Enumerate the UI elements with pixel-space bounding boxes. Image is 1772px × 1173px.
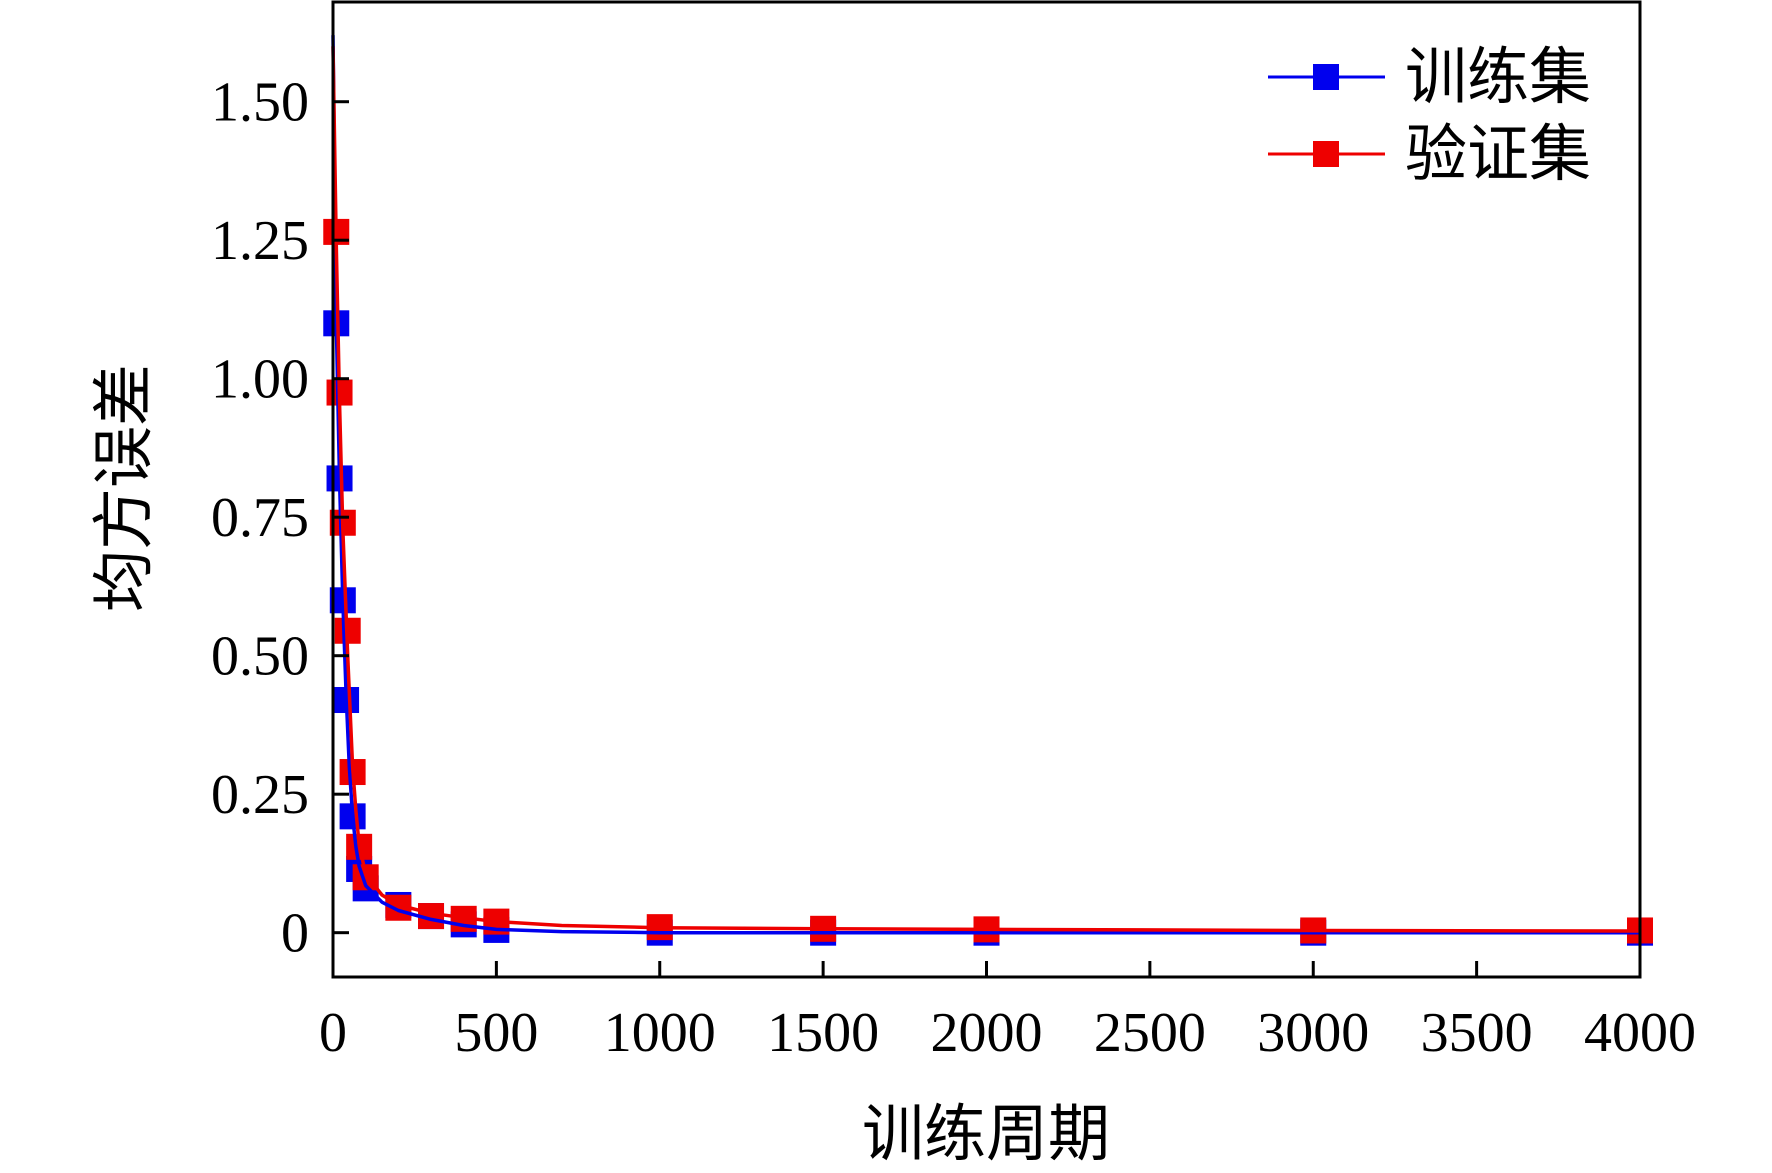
y-tick-label: 1.00 [211, 349, 309, 411]
y-tick-label: 0.50 [211, 626, 309, 688]
legend-marker-validation [1313, 141, 1339, 167]
x-tick-label: 1500 [767, 1002, 879, 1064]
ticks-layer: 0 500 1000 1500 2000 2500 3000 3500 4000 0 0.25 0.5… [211, 72, 1696, 1064]
series-layer [323, 35, 1653, 946]
x-tick-label: 3000 [1257, 1002, 1369, 1064]
x-tick-label: 4000 [1584, 1002, 1696, 1064]
series-line-validation [331, 46, 1641, 933]
x-tick-label: 500 [454, 1002, 538, 1064]
y-tick-label: 1.25 [211, 210, 309, 272]
series-line-train [331, 35, 1640, 935]
legend-marker-train [1313, 64, 1339, 90]
x-tick-label: 1000 [604, 1002, 716, 1064]
x-axis-title: 训练周期 [862, 1101, 1110, 1168]
legend-label-train: 训练集 [1405, 44, 1591, 112]
y-tick-label: 0.75 [211, 487, 309, 549]
y-tick-label: 0 [281, 903, 309, 965]
series-validation [323, 218, 1653, 944]
x-tick-label: 3500 [1421, 1002, 1533, 1064]
x-tick-label: 0 [319, 1002, 347, 1064]
series-train [323, 310, 1653, 946]
y-tick-label: 1.50 [211, 72, 309, 134]
x-tick-label: 2500 [1094, 1002, 1206, 1064]
legend-label-validation: 验证集 [1405, 121, 1591, 189]
y-tick-label: 0.25 [211, 764, 309, 826]
x-tick-label: 2000 [931, 1002, 1043, 1064]
legend: 训练集 验证集 [1268, 44, 1591, 189]
y-axis-title: 均方误差 [91, 364, 159, 612]
